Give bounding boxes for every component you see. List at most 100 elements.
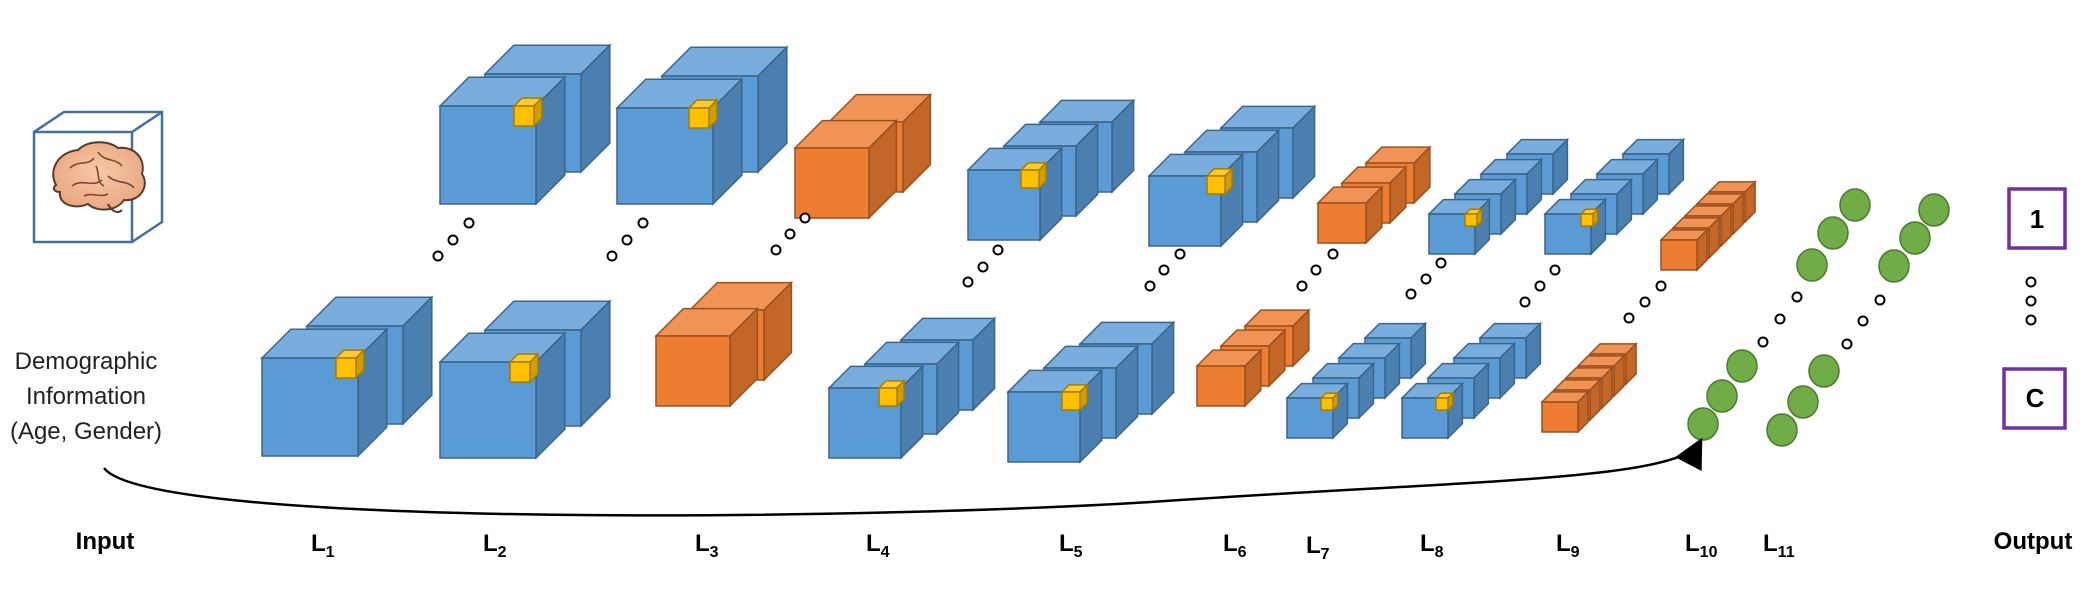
layer-label-l9: L9 <box>1556 530 1580 561</box>
ellipsis-dot-10-2 <box>1774 313 1786 325</box>
l5-top-stack-kernel-front <box>1206 175 1226 195</box>
l1-bottom-stack-kernel-front <box>335 357 357 379</box>
l10-node-5 <box>1817 216 1849 250</box>
l2-top-stack-kernel <box>687 98 719 130</box>
l10-node-6 <box>1839 188 1871 222</box>
layer-label-output: Output <box>1994 528 2073 555</box>
demographic-line-1: Demographic <box>15 348 158 375</box>
layer-label-l4: L4 <box>866 530 890 561</box>
l11-node-6 <box>1918 193 1950 227</box>
l1-top-stack-kernel <box>512 96 544 128</box>
layer-label-l8: L8 <box>1420 530 1444 561</box>
ellipsis-dot-7-3 <box>1435 257 1447 269</box>
demographic-skip-arrow <box>103 437 1703 517</box>
l1-bottom-stack-kernel <box>334 348 366 380</box>
l10-node-2 <box>1706 379 1738 413</box>
l5-top-stack-kernel <box>1205 167 1234 196</box>
l10-node-4 <box>1796 248 1828 282</box>
ellipsis-dot-9-2 <box>1639 296 1651 308</box>
feature-map-blocks <box>260 43 1757 464</box>
ellipsis-dot-6-2 <box>1310 264 1322 276</box>
ellipsis-dot-4-1 <box>962 276 974 288</box>
l7-top-stack-kernel <box>1463 207 1484 228</box>
ellipsis-dot-10-3 <box>1791 291 1803 303</box>
l7-bottom-stack <box>1285 321 1428 440</box>
l6-top-stack-map-1-front <box>1317 202 1367 244</box>
ellipsis-dot-4-3 <box>992 244 1004 256</box>
l7-bottom-stack-kernel <box>1319 391 1340 412</box>
l10-node-1 <box>1687 407 1719 441</box>
ellipsis-dot-11-2 <box>1857 315 1869 327</box>
l1-top-stack-kernel-front <box>513 105 535 127</box>
l9-top-stack-map-1-front <box>1660 239 1698 271</box>
layer-label-l5: L5 <box>1059 530 1083 561</box>
ellipsis-dot-2-3 <box>637 217 649 229</box>
l3-top-stack-map-1 <box>793 118 899 220</box>
l3-top-stack-map-1-front <box>794 147 870 219</box>
layer-label-l6: L6 <box>1223 530 1247 561</box>
ellipsis-dot-8-3 <box>1549 264 1561 276</box>
ellipsis-dot-10-1 <box>1757 336 1769 348</box>
layer-labels: Input L1 L2 L3 L4 L5 L6 L7 L8 L9 L10 L11… <box>76 528 2073 563</box>
l7-top-stack <box>1427 137 1570 256</box>
l3-top-stack <box>793 92 933 220</box>
output-box-last <box>2002 367 2067 430</box>
l8-bottom-stack <box>1400 321 1543 440</box>
l7-bottom-stack-kernel-front <box>1320 397 1334 411</box>
layer-label-l1: L1 <box>311 530 335 561</box>
ellipsis-dot-5-1 <box>1144 280 1156 292</box>
l11-node-1 <box>1766 413 1798 447</box>
l2-bottom-stack <box>438 299 612 460</box>
dense-layer-nodes <box>1687 188 1950 447</box>
demographic-line-2: Information <box>26 383 146 410</box>
l8-top-stack <box>1543 137 1686 256</box>
ellipsis-dot-2-1 <box>606 250 618 262</box>
l9-top-stack-map-1 <box>1659 228 1709 272</box>
layer-label-l3: L3 <box>695 530 719 561</box>
l4-bottom-stack <box>827 316 997 460</box>
l6-top-stack-map-2 <box>1340 165 1408 225</box>
output-class-first: 1 <box>2030 204 2044 234</box>
l5-bottom-stack-kernel <box>1060 383 1089 412</box>
l10-node-3 <box>1726 349 1758 383</box>
l8-bottom-stack-kernel-front <box>1435 397 1449 411</box>
l6-top-stack-map-1 <box>1316 185 1384 245</box>
l1-bottom-stack-map-1 <box>260 327 389 458</box>
l6-top-stack <box>1316 145 1432 245</box>
ellipsis-dot-9-3 <box>1655 280 1667 292</box>
ellipsis-dot-5-3 <box>1174 248 1186 260</box>
l4-bottom-stack-kernel-front <box>878 387 898 407</box>
layer-label-l10: L10 <box>1685 530 1718 561</box>
ellipsis-dot-5-2 <box>1158 264 1170 276</box>
ellipsis-dot-8-2 <box>1534 280 1546 292</box>
output-class-last: C <box>2026 383 2045 413</box>
ellipsis-dot-7-2 <box>1420 273 1432 285</box>
l11-node-4 <box>1878 249 1910 283</box>
l2-bottom-stack-kernel-front <box>509 361 531 383</box>
ellipsis-dot-11-1 <box>1841 338 1853 350</box>
l3-bottom-stack <box>654 280 794 408</box>
ellipsis-dot-8-1 <box>1519 296 1531 308</box>
l4-top-stack-kernel-front <box>1020 169 1040 189</box>
ellipsis-dot-3-2 <box>784 228 796 240</box>
l9-top-stack <box>1659 180 1757 272</box>
l8-bottom-stack-kernel <box>1434 391 1455 412</box>
ellipsis-dot-1-3 <box>463 217 475 229</box>
output-ellipsis-dot <box>2025 276 2037 288</box>
l6-bottom-stack-map-1 <box>1195 348 1263 408</box>
l9-bottom-stack-map-1-front <box>1541 401 1579 433</box>
ellipsis-dot-1-2 <box>447 234 459 246</box>
l2-top-stack-map-1 <box>615 77 744 206</box>
ellipsis-dot-1-1 <box>432 250 444 262</box>
l4-bottom-stack-map-1 <box>827 364 925 460</box>
l6-bottom-stack-map-1-front <box>1196 365 1246 407</box>
l7-top-stack-map-1 <box>1427 197 1492 256</box>
output-ellipsis-dot <box>2025 295 2037 307</box>
layer-label-l2: L2 <box>483 530 507 561</box>
l2-bottom-stack-kernel <box>508 352 540 384</box>
layer-label-l11: L11 <box>1763 530 1795 561</box>
l1-bottom-stack <box>260 295 434 458</box>
brain-icon <box>52 141 146 213</box>
l11-node-5 <box>1899 221 1931 255</box>
l11-node-2 <box>1787 385 1819 419</box>
